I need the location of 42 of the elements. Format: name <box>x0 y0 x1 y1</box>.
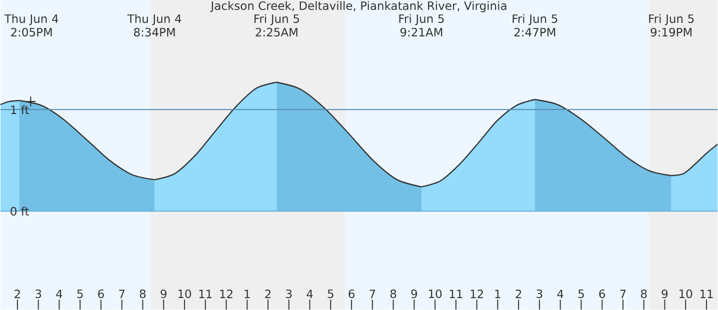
x-tick-label: 8 <box>640 289 647 298</box>
x-tick-label: 9 <box>662 289 668 298</box>
x-tick-label: 6 <box>348 289 354 298</box>
x-tick-label: 11 <box>450 290 462 298</box>
x-tick-label: 2 <box>265 290 271 298</box>
x-tick-label: 2 <box>516 290 522 298</box>
x-tick-label: 8 <box>390 289 396 298</box>
x-tick-label: 4 <box>56 290 62 298</box>
x-tick-label: 11 <box>199 290 212 298</box>
annotation: Thu Jun 4 8:34PM <box>127 14 182 36</box>
x-tick-label: 2 <box>14 290 20 298</box>
x-tick-label: 3 <box>286 289 292 298</box>
annotation: Fri Jun 5 9:19PM <box>649 14 694 36</box>
x-tick-label: 1 <box>244 290 250 298</box>
x-tick-label: 10 <box>178 289 192 298</box>
x-tick-label: 7 <box>620 290 626 298</box>
x-tick-label: 9 <box>411 289 418 298</box>
x-tick-label: 6 <box>599 289 606 298</box>
x-tick-label: 7 <box>119 290 125 298</box>
y-tick-label: 1 ft <box>11 105 29 114</box>
x-tick-label: 8 <box>140 289 146 298</box>
x-tick-label: 3 <box>536 289 542 298</box>
annotation: Fri Jun 5 9:21AM <box>399 14 444 36</box>
x-tick-label: 5 <box>328 290 334 298</box>
x-tick-label: 5 <box>77 290 83 298</box>
x-tick-label: 12 <box>220 290 232 298</box>
chart-title: Jackson Creek, Deltaville, Piankatank River, Virginia <box>210 1 506 12</box>
x-tick-label: 5 <box>578 290 584 298</box>
x-tick-label: 11 <box>700 290 713 298</box>
x-tick-label: 4 <box>306 290 313 298</box>
annotation: Fri Jun 5 2:47PM <box>512 14 558 36</box>
x-tick-label: 6 <box>98 289 104 298</box>
x-tick-label: 7 <box>370 290 376 298</box>
x-tick-label: 10 <box>680 289 692 298</box>
x-tick-label: 4 <box>557 290 564 298</box>
x-tick-label: 10 <box>429 289 442 298</box>
annotation: Thu Jun 4 2:05PM <box>4 14 58 36</box>
x-tick-label: 1 <box>495 290 500 298</box>
x-tick-label: 3 <box>36 289 42 298</box>
x-tick-label: 9 <box>160 289 166 298</box>
x-tick-label: 12 <box>470 290 483 298</box>
annotation: Fri Jun 5 2:25AM <box>254 14 299 36</box>
